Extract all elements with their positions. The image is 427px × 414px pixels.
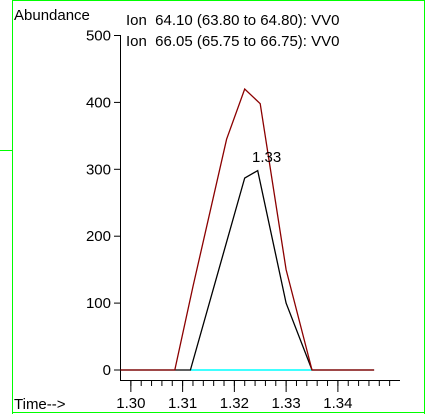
y-axis-label: Abundance: [14, 7, 90, 24]
series-layer: [120, 87, 375, 371]
legend-ion-66: Ion 66.05 (65.75 to 66.75): VV0: [126, 33, 340, 50]
x-tick-label: 1.30: [116, 395, 145, 412]
peak-label: 1.33: [252, 149, 281, 166]
series-ion-64-line: [120, 169, 375, 371]
x-tick-label: 1.32: [220, 395, 249, 412]
y-tick-label: 0: [103, 362, 111, 379]
y-tick-label: 400: [86, 94, 111, 111]
y-tick-label: 300: [86, 161, 111, 178]
y-tick-label: 500: [86, 28, 111, 45]
y-tick-label: 100: [86, 295, 111, 312]
x-axis-label: Time-->: [14, 396, 66, 413]
y-tick-label: 200: [86, 228, 111, 245]
series-ion-66-line: [120, 87, 375, 371]
x-tick-label: 1.31: [168, 395, 197, 412]
legend-ion-64: Ion 64.10 (63.80 to 64.80): VV0: [126, 12, 340, 29]
x-tick-label: 1.34: [323, 395, 352, 412]
y-ticks: 0 100 200 300 400 500: [86, 28, 120, 379]
x-tick-label: 1.33: [272, 395, 301, 412]
x-ticks: 1.30 1.31 1.32 1.33 1.34: [116, 380, 391, 412]
